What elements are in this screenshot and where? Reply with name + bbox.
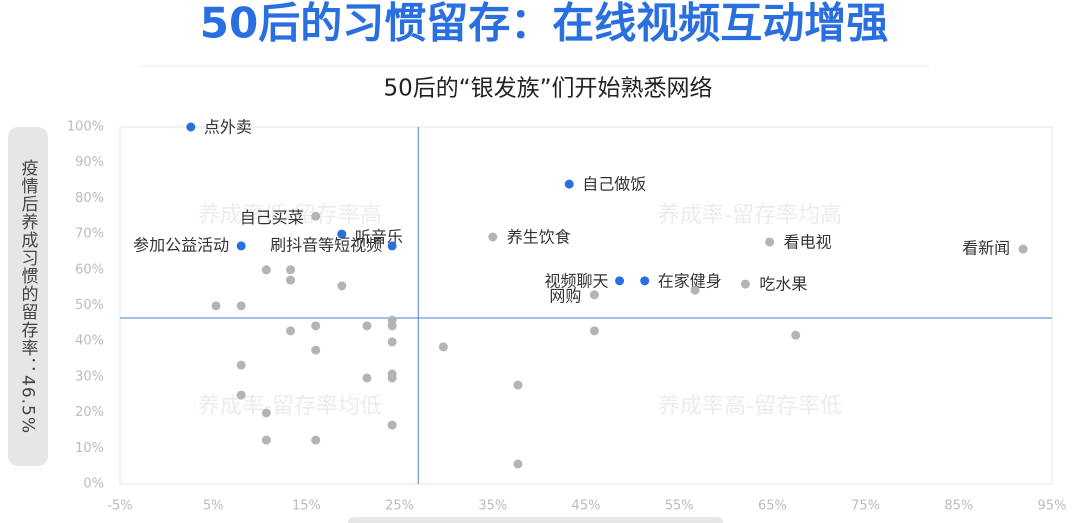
point-label: 视频聊天 — [545, 271, 609, 290]
point — [236, 301, 246, 311]
chart-subtitle: 50后的“银发族”们开始熟悉网络 — [383, 76, 712, 102]
point — [640, 276, 650, 286]
x-tick-label: 35% — [478, 499, 507, 514]
y-tick-label: 20% — [75, 405, 104, 420]
point — [740, 279, 750, 289]
y-tick-label: 50% — [75, 298, 104, 313]
point — [513, 380, 523, 390]
point-label: 网购 — [549, 286, 581, 305]
point-label: 自己买菜 — [240, 208, 304, 227]
point — [186, 122, 196, 132]
point — [387, 373, 397, 383]
point-label: 自己做饭 — [582, 175, 646, 194]
quadrant-label: 养成率-留存率均低 — [198, 394, 382, 419]
y-tick-label: 70% — [75, 227, 104, 242]
point — [286, 326, 296, 336]
point-label: 吃水果 — [759, 275, 807, 294]
quadrant-label: 养成率-留存率均高 — [658, 203, 842, 228]
point — [589, 290, 599, 300]
point-label: 点外卖 — [204, 118, 252, 137]
quadrant-label: 养成率低-留存率高 — [198, 203, 382, 228]
point — [690, 285, 700, 295]
x-tick-label: -5% — [107, 499, 132, 514]
point — [286, 275, 296, 285]
point — [387, 241, 397, 251]
point — [236, 390, 246, 400]
point — [362, 373, 372, 383]
x-label-box — [348, 517, 723, 523]
x-tick-label: 75% — [851, 499, 880, 514]
point — [362, 321, 372, 331]
y-tick-label: 80% — [75, 191, 104, 206]
x-tick-label: 85% — [944, 499, 973, 514]
x-tick-label: 25% — [385, 499, 414, 514]
point — [513, 459, 523, 469]
x-tick-label: 65% — [758, 499, 787, 514]
point — [337, 281, 347, 291]
y-tick-label: 40% — [75, 334, 104, 349]
point — [311, 321, 321, 331]
point — [261, 265, 271, 275]
point-label: 刷抖音等短视频 — [270, 235, 382, 254]
chart-title: 50后的习惯留存：在线视频互动增强 — [200, 0, 888, 48]
x-tick-label: 95% — [1038, 499, 1067, 514]
point — [488, 232, 498, 242]
point-label: 参加公益活动 — [133, 235, 229, 254]
x-tick-label: 45% — [572, 499, 601, 514]
plot-area — [119, 126, 1053, 485]
point — [615, 276, 625, 286]
point — [261, 408, 271, 418]
point — [765, 237, 775, 247]
point — [387, 420, 397, 430]
point — [387, 337, 397, 347]
point-label: 养生饮食 — [507, 227, 571, 246]
point — [791, 330, 801, 340]
point — [236, 241, 246, 251]
point — [387, 321, 397, 331]
point-label: 在家健身 — [658, 271, 722, 290]
point — [337, 229, 347, 239]
y-tick-label: 100% — [67, 120, 104, 135]
quadrant-label: 养成率高-留存率低 — [658, 394, 842, 419]
point — [438, 342, 448, 352]
y-tick-label: 0% — [83, 477, 104, 492]
point — [589, 326, 599, 336]
point-label: 看新闻 — [962, 239, 1010, 258]
point — [236, 360, 246, 370]
x-tick-label: 15% — [292, 499, 321, 514]
point — [211, 301, 221, 311]
y-tick-label: 60% — [75, 262, 104, 277]
point — [311, 345, 321, 355]
point — [564, 179, 574, 189]
point — [311, 435, 321, 445]
point — [286, 265, 296, 275]
y-tick-label: 10% — [75, 441, 104, 456]
x-tick-label: 5% — [203, 499, 224, 514]
point-label: 看电视 — [784, 232, 832, 251]
y-tick-label: 90% — [75, 155, 104, 170]
y-tick-label: 30% — [75, 369, 104, 384]
point — [311, 211, 321, 221]
point — [261, 435, 271, 445]
point — [1018, 244, 1028, 254]
y-axis-label: 疫情后养成习惯的留存率：46.5% — [8, 127, 48, 466]
x-tick-label: 55% — [665, 499, 694, 514]
